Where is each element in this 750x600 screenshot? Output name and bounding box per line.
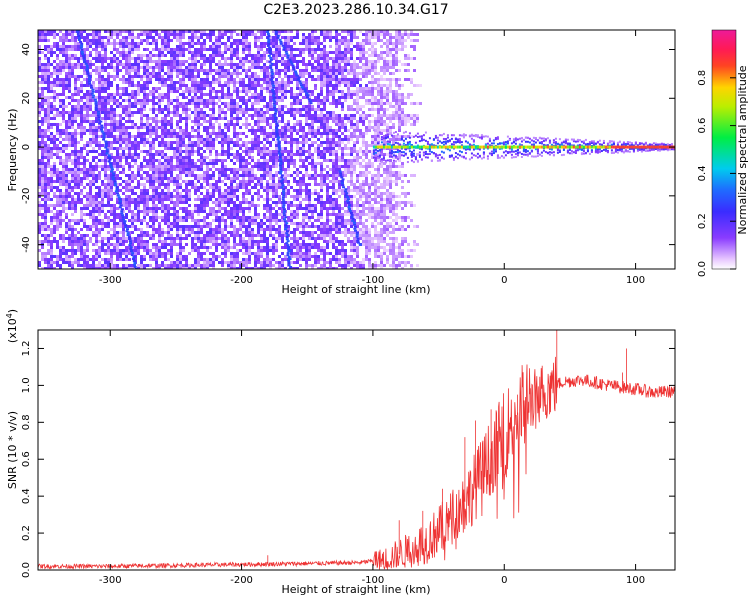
y-tick-label: -20 [21, 188, 32, 204]
colorbar-gradient [711, 29, 737, 270]
colorbar-tick-label: 0.0 [697, 261, 708, 277]
x-tick-label: -200 [230, 275, 253, 286]
y-tick-label: -40 [21, 236, 32, 252]
colorbar-label: Normalized spectral amplitude [736, 65, 749, 234]
y-tick-label: 20 [21, 92, 32, 105]
spectrogram-frame [37, 29, 676, 270]
x-tick-label: -200 [230, 575, 253, 586]
spectrogram-y-ticks: -40 -20 0 20 40 [21, 43, 675, 253]
y-tick-label: 0.4 [21, 488, 32, 504]
spectrogram-x-ticks: -300 -200 -100 0 100 [99, 30, 645, 286]
colorbar-tick-label: 0.6 [697, 118, 708, 134]
spectrogram-x-axis-label: Height of straight line (km) [281, 283, 430, 296]
x-tick-label: -100 [362, 575, 385, 586]
y-tick-label: 1.0 [21, 377, 32, 393]
x-tick-label: 100 [626, 575, 645, 586]
y-tick-label: 0 [21, 144, 32, 150]
snr-x-axis-label: Height of straight line (km) [281, 583, 430, 596]
chart-title: C2E3.2023.286.10.34.G17 [263, 2, 448, 18]
y-tick-label: 0.6 [21, 451, 32, 467]
colorbar-tick-label: 0.8 [697, 70, 708, 86]
y-tick-label: 0.2 [21, 525, 32, 541]
x-tick-label: -300 [99, 575, 122, 586]
x-tick-label: 0 [501, 575, 507, 586]
snr-y-ticks: 0.0 0.2 0.4 0.6 0.8 1.0 1.2 [21, 341, 675, 578]
y-tick-label: 1.2 [21, 341, 32, 357]
snr-y-axis-label: SNR (10 * v/v) [6, 411, 19, 489]
y-tick-label: 0.8 [21, 414, 32, 430]
snr-frame [37, 329, 676, 571]
colorbar: 0.0 0.2 0.4 0.6 0.8 Normalized spectral ampl… [697, 29, 749, 277]
spectrogram-heatmap [38, 30, 675, 269]
y-tick-label: 40 [21, 43, 32, 56]
colorbar-ticks: 0.0 0.2 0.4 0.6 0.8 [697, 70, 736, 277]
snr-x-ticks: -300 -200 -100 0 100 [99, 330, 645, 586]
snr-panel: -300 -200 -100 0 100 0.0 0.2 0.4 0.6 0.8 1.0 1.2 H… [5, 309, 676, 596]
snr-y-multiplier: (x104) [5, 309, 20, 343]
colorbar-tick-label: 0.4 [697, 165, 708, 181]
colorbar-tick-label: 0.2 [697, 213, 708, 229]
x-tick-label: -300 [99, 275, 122, 286]
x-tick-label: 100 [626, 275, 645, 286]
snr-line [38, 330, 675, 570]
snr-series-line [38, 330, 675, 570]
y-tick-label: 0.0 [21, 562, 32, 578]
spectrogram-y-axis-label: Frequency (Hz) [6, 109, 19, 192]
x-tick-label: -100 [362, 275, 385, 286]
x-tick-label: 0 [501, 275, 507, 286]
